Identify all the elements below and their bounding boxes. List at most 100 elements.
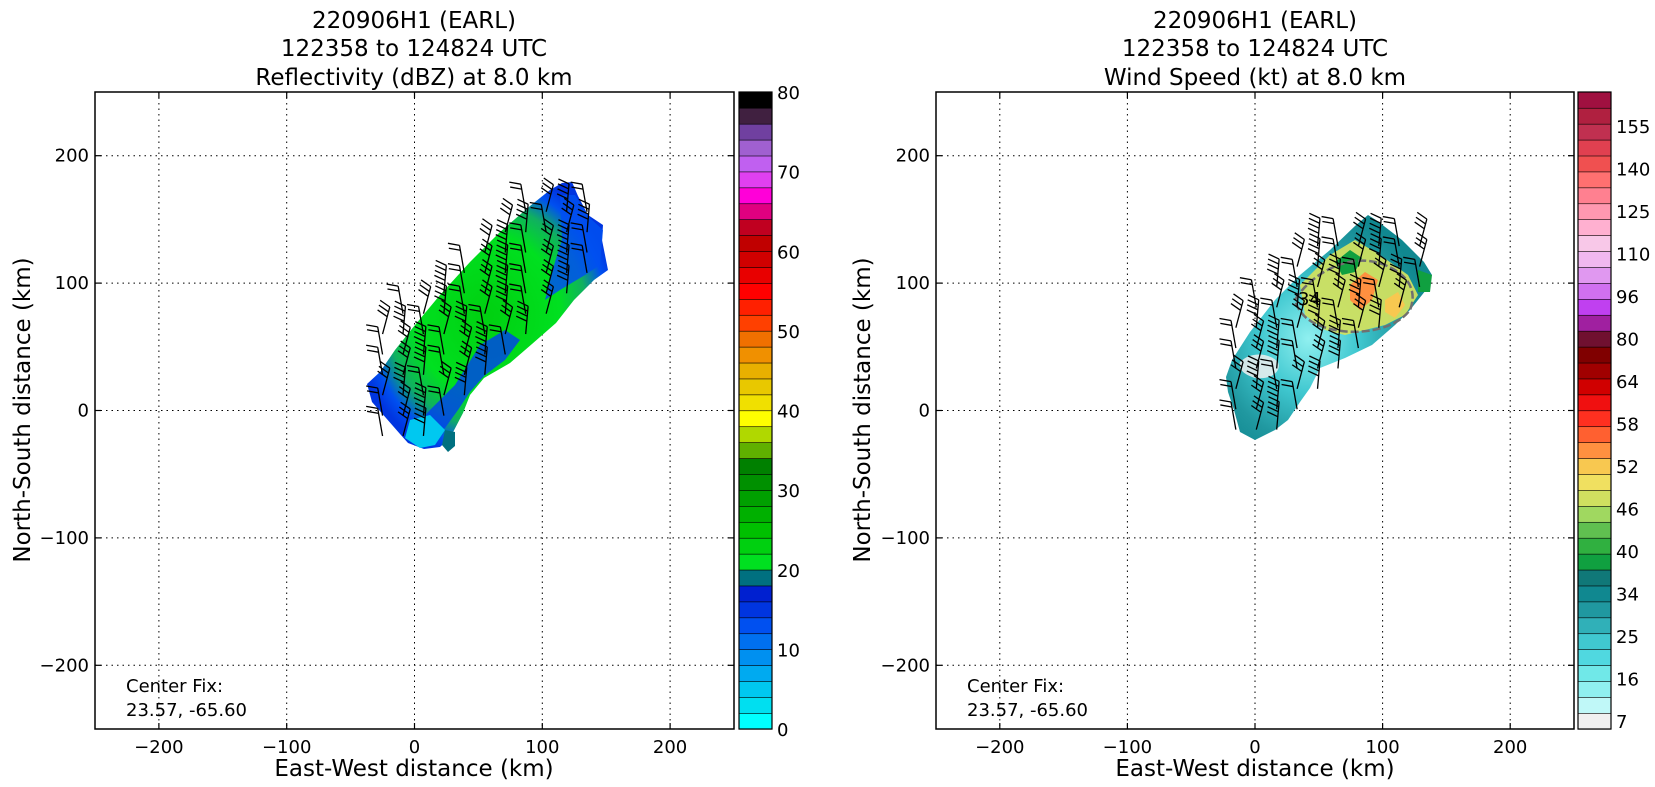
- wind-barb: [406, 364, 425, 396]
- wind-barbs: [1219, 211, 1428, 430]
- colorbar-swatch: [1577, 91, 1612, 109]
- wind-barb: [1382, 215, 1400, 247]
- wind-barb: [1266, 314, 1280, 349]
- colorbar-swatch: [738, 442, 773, 459]
- y-axis-label: North-South distance (km): [10, 257, 36, 562]
- wind-barb: [556, 178, 570, 212]
- colorbar-swatch: [1577, 664, 1612, 682]
- center-fix-value: 23.57, -65.60: [967, 700, 1088, 721]
- wind-barb: [1341, 317, 1359, 349]
- wind-barb: [1328, 253, 1342, 287]
- wind-barb: [495, 280, 509, 314]
- colorbar-swatch: [1577, 187, 1612, 205]
- colorbar-swatch: [1577, 155, 1612, 173]
- title-line-3: Wind Speed (kt) at 8.0 km: [1104, 65, 1406, 91]
- wind-barb: [434, 280, 447, 314]
- colorbar: 7 16 25 34 40 46 52 58 64 80 96 110 125 140 155: [1577, 91, 1650, 733]
- wind-barb: [406, 303, 425, 335]
- colorbar-swatch: [738, 219, 773, 236]
- wind-barb: [1353, 211, 1367, 247]
- colorbar-swatch: [738, 298, 773, 316]
- colorbar-swatch: [1577, 680, 1612, 698]
- wind-barb: [1260, 358, 1278, 389]
- wind-barb: [1321, 297, 1339, 328]
- x-axis-label: East-West distance (km): [1115, 756, 1394, 782]
- colorbar-swatch: [738, 537, 773, 555]
- colorbar-tick-label: 60: [777, 242, 800, 263]
- colorbar-tick-label: 96: [1616, 287, 1639, 308]
- colorbar-swatch: [1577, 569, 1612, 587]
- colorbar-swatch: [1577, 171, 1612, 189]
- wind-barb: [540, 177, 555, 212]
- colorbar-tick-label: 0: [777, 720, 788, 741]
- colorbar-swatch: [1577, 235, 1612, 252]
- colorbar-swatch: [1577, 266, 1612, 284]
- colorbar-swatch: [738, 664, 773, 682]
- wind-barb: [1219, 338, 1237, 369]
- colorbar-swatch: [738, 250, 773, 268]
- wind-barb: [413, 382, 427, 416]
- wind-barb: [447, 263, 465, 294]
- wind-barb: [1280, 317, 1298, 349]
- wind-barb: [377, 360, 391, 396]
- colorbar-tick-label: 52: [1616, 457, 1639, 478]
- y-tick-label: 100: [55, 273, 89, 294]
- title-line-2: 122358 to 124824 UTC: [281, 36, 547, 62]
- windspeed-field: 34: [1219, 211, 1432, 440]
- wind-barb: [366, 324, 384, 355]
- colorbar-swatch: [738, 521, 773, 539]
- colorbar-swatch: [738, 680, 773, 698]
- colorbar-swatch: [738, 330, 773, 348]
- wind-barb: [509, 222, 527, 253]
- wind-barb: [1348, 273, 1362, 308]
- colorbar-swatch: [738, 139, 773, 157]
- colorbar-swatch: [738, 569, 773, 587]
- colorbar-swatch: [1577, 696, 1612, 714]
- colorbar-swatch: [738, 378, 773, 396]
- wind-barb: [1280, 378, 1298, 410]
- x-tick-label: −200: [975, 737, 1024, 758]
- colorbar-swatch: [1577, 617, 1612, 635]
- wind-barb: [427, 324, 445, 355]
- colorbar-swatch: [738, 505, 773, 523]
- wind-barb: [1291, 232, 1305, 267]
- colorbar-swatch: [1577, 219, 1612, 236]
- colorbar-swatch: [1577, 123, 1612, 141]
- wind-barb: [488, 324, 506, 355]
- colorbar-frame: [738, 91, 773, 730]
- axis-ticks: −200 −100 0 100 200 −200 −100 0 100 200: [881, 92, 1574, 758]
- colorbar-swatch: [738, 426, 773, 443]
- colorbar-tick-label: 80: [777, 83, 800, 104]
- colorbar-swatch: [1577, 410, 1612, 428]
- title-line-3: Reflectivity (dBZ) at 8.0 km: [255, 65, 572, 91]
- colorbar-tick-label: 70: [777, 163, 800, 184]
- wind-peak-zone-2: [1385, 292, 1405, 318]
- colorbar-tick-label: 40: [1616, 542, 1639, 563]
- colorbar-swatch: [738, 123, 773, 141]
- colorbar-swatch: [1577, 107, 1612, 125]
- colorbar-swatch: [1577, 282, 1612, 300]
- colorbar-swatch: [1577, 442, 1612, 459]
- wind-barb: [1287, 273, 1301, 308]
- x-tick-label: 200: [1493, 737, 1527, 758]
- x-tick-label: −200: [134, 737, 183, 758]
- colorbar-swatch: [1577, 712, 1612, 730]
- wind-barb: [1266, 375, 1280, 410]
- wind-barb: [1219, 378, 1237, 410]
- colorbar-swatch: [1577, 203, 1612, 221]
- colorbar-swatch: [738, 346, 773, 364]
- wind-barb: [1271, 273, 1285, 308]
- wind-barb: [1246, 294, 1260, 328]
- wind-barb: [1266, 335, 1280, 369]
- wind-barb: [1362, 277, 1380, 308]
- x-tick-label: 100: [525, 737, 559, 758]
- wind-barb: [556, 219, 570, 253]
- wind-barb: [447, 283, 465, 314]
- colorbar-swatch: [1577, 585, 1612, 603]
- wind-barb: [475, 321, 488, 355]
- center-fix-label: Center Fix:: [126, 676, 223, 697]
- colorbar-swatch: [738, 394, 773, 412]
- wind-barb: [1266, 253, 1280, 287]
- wind-barb: [1328, 314, 1342, 349]
- wind-barb: [393, 300, 407, 335]
